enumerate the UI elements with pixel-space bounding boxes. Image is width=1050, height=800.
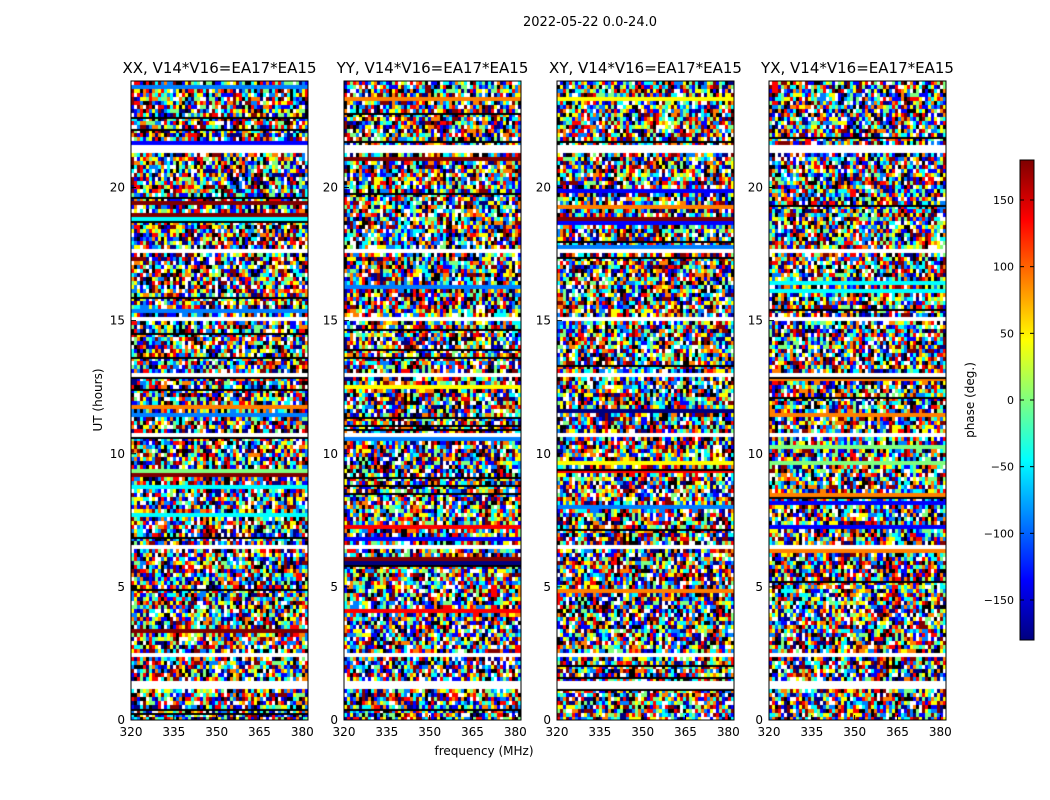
phase-heatmap	[769, 81, 946, 720]
y-tick-label: 20	[110, 181, 125, 195]
y-tick-label: 5	[543, 580, 551, 594]
panel-1: XX, V14*V16=EA17*EA15 320 335 350 365 380 0 5 10…	[110, 59, 317, 739]
x-tick-label: 350	[843, 725, 866, 739]
y-tick-label: 20	[748, 181, 763, 195]
colorbar-tick-label: −100	[984, 527, 1014, 540]
panel-3: XY, V14*V16=EA17*EA15 320 335 350 365 380 0 5 10…	[536, 59, 742, 739]
x-tick-label: 320	[546, 725, 569, 739]
y-tick-label: 10	[748, 447, 763, 461]
phase-heatmap	[344, 81, 521, 720]
x-tick-label: 350	[631, 725, 654, 739]
y-tick-label: 0	[543, 713, 551, 727]
x-tick-label: 380	[929, 725, 952, 739]
y-axis-label: UT (hours)	[91, 368, 105, 431]
x-tick-label: 320	[333, 725, 356, 739]
y-tick-label: 0	[117, 713, 125, 727]
colorbar-label: phase (deg.)	[963, 362, 977, 438]
x-tick-label: 380	[504, 725, 527, 739]
figure-title: 2022-05-22 0.0-24.0	[523, 15, 657, 30]
y-tick-label: 15	[748, 314, 763, 328]
plot-frame	[556, 80, 735, 721]
x-tick-label: 365	[886, 725, 909, 739]
x-tick-label: 350	[418, 725, 441, 739]
y-tick-label: 20	[536, 181, 551, 195]
colorbar-tick-label: 0	[1007, 394, 1014, 407]
panel-title: YY, V14*V16=EA17*EA15	[336, 59, 529, 77]
x-tick-label: 320	[120, 725, 143, 739]
x-tick-label: 365	[674, 725, 697, 739]
panels: XX, V14*V16=EA17*EA15 320 335 350 365 380 0 5 10…	[110, 59, 954, 739]
y-tick-label: 15	[110, 314, 125, 328]
x-tick-label: 335	[375, 725, 398, 739]
y-tick-label: 5	[330, 580, 338, 594]
colorbar-tick-label: −50	[991, 461, 1014, 474]
colorbar-tick-label: 100	[993, 261, 1014, 274]
x-tick-label: 335	[162, 725, 185, 739]
x-axis-label: frequency (MHz)	[434, 744, 533, 758]
x-tick-label: 320	[758, 725, 781, 739]
panel-title: XX, V14*V16=EA17*EA15	[122, 59, 316, 77]
y-tick-label: 10	[110, 447, 125, 461]
y-tick-label: 5	[117, 580, 125, 594]
x-tick-label: 365	[248, 725, 271, 739]
panel-title: YX, V14*V16=EA17*EA15	[760, 59, 954, 77]
y-tick-label: 20	[323, 181, 338, 195]
plot-frame	[768, 80, 947, 721]
x-tick-label: 380	[291, 725, 314, 739]
colorbar-tick-label: 150	[993, 194, 1014, 207]
y-tick-label: 15	[323, 314, 338, 328]
x-tick-label: 380	[717, 725, 740, 739]
colorbar: 150 100 50 0 −50 −100 −150	[984, 159, 1035, 641]
panel-4: YX, V14*V16=EA17*EA15 320 335 350 365 380 0 5 10…	[748, 59, 954, 739]
y-tick-label: 0	[755, 713, 763, 727]
panel-title: XY, V14*V16=EA17*EA15	[549, 59, 742, 77]
colorbar-tick-label: −150	[984, 594, 1014, 607]
y-tick-label: 10	[323, 447, 338, 461]
y-tick-label: 15	[536, 314, 551, 328]
x-tick-label: 350	[205, 725, 228, 739]
panel-2: YY, V14*V16=EA17*EA15 320 335 350 365 380 0 5 10…	[323, 59, 529, 739]
colorbar-tick-label: 50	[1000, 327, 1014, 340]
y-tick-label: 0	[330, 713, 338, 727]
x-tick-label: 335	[800, 725, 823, 739]
x-tick-label: 335	[588, 725, 611, 739]
phase-heatmap	[557, 81, 734, 720]
y-tick-label: 10	[536, 447, 551, 461]
y-tick-label: 5	[755, 580, 763, 594]
plot-frame	[130, 80, 309, 721]
phase-heatmap	[131, 81, 308, 720]
plot-frame	[343, 80, 522, 721]
x-tick-label: 365	[461, 725, 484, 739]
